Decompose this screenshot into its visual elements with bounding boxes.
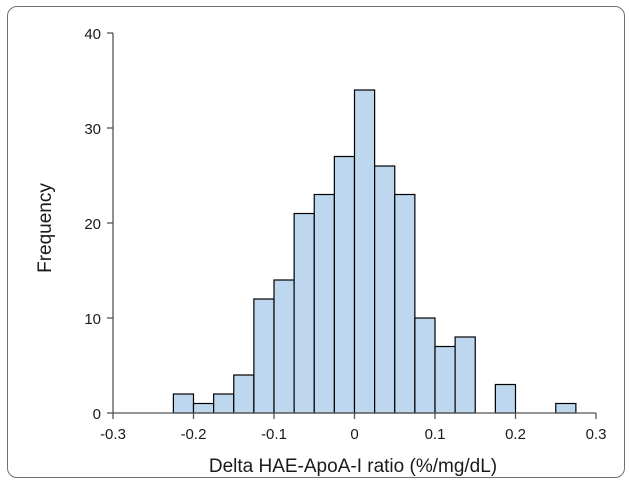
y-tick-label: 0 [93, 406, 101, 423]
histogram-bar [172, 393, 195, 414]
x-tick-label: 0.1 [425, 426, 446, 443]
y-tick-label: 10 [84, 311, 101, 328]
x-axis-title: Delta HAE-ApoA-I ratio (%/mg/dL) [209, 456, 497, 477]
histogram-bar [293, 212, 315, 414]
histogram-bar [394, 193, 416, 414]
histogram-bar [253, 298, 275, 414]
x-tick-label: -0.3 [100, 426, 126, 443]
axes-group: -0.3 -0.2 -0.1 0 0.1 0.2 0.3 0 10 20 30 40 [84, 26, 606, 443]
y-tick-label: 20 [84, 216, 101, 233]
bars-group [172, 89, 577, 414]
histogram-bar [353, 89, 376, 414]
x-tick-label: 0.3 [586, 426, 607, 443]
histogram-bar [374, 165, 396, 414]
x-tick-label: -0.2 [181, 426, 207, 443]
x-tick-label: 0 [350, 426, 358, 443]
histogram-bar [333, 155, 356, 414]
histogram-bar [273, 279, 295, 414]
histogram-bar [454, 336, 476, 414]
histogram-bar [192, 402, 215, 414]
histogram-bar [494, 383, 517, 414]
y-axis-title: Frequency [35, 183, 56, 273]
x-tick-label: -0.1 [261, 426, 287, 443]
histogram-bar [414, 317, 436, 414]
histogram-bar [434, 345, 456, 414]
histogram-bar [313, 193, 335, 414]
y-tick-label: 30 [84, 121, 101, 138]
histogram-bar [233, 374, 255, 414]
histogram-bar [213, 393, 235, 414]
y-tick-label: 40 [84, 26, 101, 43]
histogram-bar [555, 402, 577, 414]
x-tick-label: 0.2 [505, 426, 526, 443]
